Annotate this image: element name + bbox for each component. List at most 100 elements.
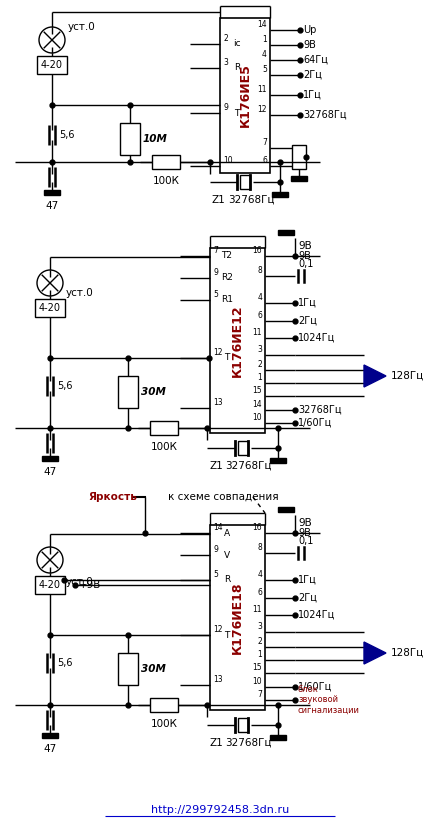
Text: 9В: 9В — [298, 241, 312, 251]
Text: 8: 8 — [257, 266, 262, 275]
Bar — [220, 18, 270, 173]
Text: 9В: 9В — [303, 40, 316, 50]
Text: 1Гц: 1Гц — [298, 298, 317, 308]
Text: 3: 3 — [223, 58, 228, 67]
Bar — [291, 176, 307, 181]
Text: 11: 11 — [257, 85, 267, 94]
Text: 32768Гц: 32768Гц — [225, 461, 271, 471]
Text: 3: 3 — [257, 345, 262, 354]
Text: 11: 11 — [253, 328, 262, 337]
Text: 12: 12 — [257, 105, 267, 114]
Text: 128Гц: 128Гц — [391, 648, 424, 658]
Text: 47: 47 — [44, 744, 57, 754]
Text: Z1: Z1 — [209, 461, 223, 471]
Text: 1: 1 — [257, 373, 262, 382]
Text: 12: 12 — [213, 348, 223, 357]
Text: T: T — [235, 108, 240, 117]
Text: 30М: 30М — [141, 664, 166, 674]
Text: к схеме совпадения: к схеме совпадения — [168, 492, 279, 502]
Text: ic: ic — [233, 40, 241, 49]
Text: 100К: 100К — [150, 719, 177, 729]
Text: 5: 5 — [213, 570, 218, 579]
Text: К176ИЕ18: К176ИЕ18 — [231, 581, 244, 654]
Text: 4: 4 — [262, 50, 267, 59]
Text: К176ИЕ5: К176ИЕ5 — [238, 64, 252, 127]
Text: 6: 6 — [257, 588, 262, 597]
Text: 1/60Гц: 1/60Гц — [298, 682, 332, 692]
Text: уст.0: уст.0 — [68, 22, 96, 32]
Bar — [150, 698, 178, 712]
Bar — [210, 525, 265, 710]
Text: Up: Up — [303, 25, 316, 35]
Bar — [292, 145, 306, 169]
Text: 12: 12 — [213, 625, 223, 634]
Text: 32768Гц: 32768Гц — [228, 195, 275, 205]
Text: 8: 8 — [257, 543, 262, 552]
Bar — [35, 576, 65, 594]
Text: 64Гц: 64Гц — [303, 55, 328, 65]
Bar — [152, 155, 180, 169]
Text: 47: 47 — [45, 201, 59, 211]
Text: 2Гц: 2Гц — [298, 593, 317, 603]
Bar — [120, 123, 140, 155]
Text: 100К: 100К — [153, 176, 180, 186]
Text: 2: 2 — [257, 360, 262, 369]
Text: 14: 14 — [253, 400, 262, 409]
Bar — [238, 441, 247, 455]
Text: +9В: +9В — [79, 580, 101, 590]
Text: 7: 7 — [262, 138, 267, 147]
Text: 1/60Гц: 1/60Гц — [298, 418, 332, 428]
Text: 15: 15 — [253, 386, 262, 395]
Text: 32768Гц: 32768Гц — [298, 405, 341, 415]
Text: уст.0: уст.0 — [66, 288, 94, 298]
Text: блок
звуковой
сигнализации: блок звуковой сигнализации — [298, 685, 360, 715]
Bar — [238, 718, 247, 732]
Text: 0,1: 0,1 — [298, 259, 313, 269]
Bar — [240, 175, 250, 189]
Bar — [42, 733, 58, 738]
Text: http://299792458.3dn.ru: http://299792458.3dn.ru — [151, 805, 289, 815]
Text: 4-20: 4-20 — [39, 580, 61, 590]
Text: 4: 4 — [257, 570, 262, 579]
Bar — [150, 421, 178, 435]
Bar — [44, 190, 60, 195]
Text: 1024Гц: 1024Гц — [298, 333, 335, 343]
Bar — [270, 735, 286, 740]
Text: 9В: 9В — [298, 528, 311, 538]
Polygon shape — [364, 365, 386, 387]
Bar — [118, 376, 138, 408]
Text: R: R — [224, 576, 230, 585]
Text: 5: 5 — [213, 290, 218, 299]
Text: 10: 10 — [253, 413, 262, 422]
Text: Z1: Z1 — [212, 195, 226, 205]
Text: 10: 10 — [253, 677, 262, 686]
Text: 15: 15 — [253, 663, 262, 672]
Text: 16: 16 — [253, 246, 262, 255]
Text: 1: 1 — [257, 650, 262, 659]
Polygon shape — [364, 642, 386, 664]
Text: К176ИЕ12: К176ИЕ12 — [231, 304, 244, 377]
Text: 9В: 9В — [298, 518, 312, 528]
Text: 1024Гц: 1024Гц — [298, 610, 335, 620]
Bar — [35, 299, 65, 317]
Bar — [278, 507, 294, 512]
Text: 1Гц: 1Гц — [298, 575, 317, 585]
Text: 3: 3 — [257, 622, 262, 631]
Text: уст.0: уст.0 — [66, 577, 94, 587]
Text: 7: 7 — [213, 246, 218, 255]
Text: 14: 14 — [213, 523, 223, 532]
Text: 5: 5 — [262, 65, 267, 74]
Text: 2Гц: 2Гц — [303, 70, 322, 80]
Text: 10М: 10М — [143, 134, 168, 144]
Text: 4-20: 4-20 — [41, 60, 63, 70]
Text: 1Гц: 1Гц — [303, 90, 322, 100]
Text: R2: R2 — [221, 274, 233, 283]
Text: 6: 6 — [262, 156, 267, 165]
Text: 13: 13 — [213, 398, 223, 407]
Text: 4-20: 4-20 — [39, 303, 61, 313]
Text: 32768Гц: 32768Гц — [225, 738, 271, 748]
Text: Z1: Z1 — [209, 738, 223, 748]
Text: 9: 9 — [213, 268, 218, 277]
Text: 13: 13 — [213, 675, 223, 684]
Text: 14: 14 — [257, 20, 267, 29]
